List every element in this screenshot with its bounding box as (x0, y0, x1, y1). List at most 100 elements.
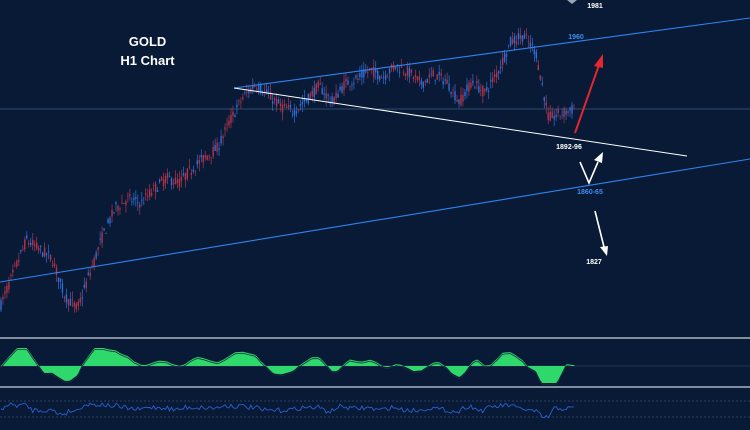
candle-body (309, 93, 311, 99)
candle-body (63, 297, 66, 299)
candle-body (472, 80, 474, 84)
candle-body (351, 84, 353, 86)
candle-body (327, 94, 329, 96)
candle-body (343, 81, 345, 91)
candle-body (186, 168, 189, 179)
candle-body (456, 100, 458, 102)
candle-body (180, 176, 183, 182)
candle-body (160, 177, 163, 181)
candle-body (0, 299, 2, 311)
candle-body (236, 104, 238, 108)
candle-body (382, 77, 385, 78)
macd-signal-line (0, 349, 575, 385)
candle-body (89, 272, 91, 276)
candle-body (369, 68, 371, 69)
candle-body (424, 80, 426, 83)
candle-body (264, 90, 266, 92)
candle-body (478, 86, 480, 93)
candle-body (462, 95, 464, 102)
candle-body (53, 263, 56, 267)
candle-body (539, 75, 541, 80)
candle-body (43, 247, 46, 257)
candle-body (69, 299, 72, 306)
candle-body (212, 146, 214, 157)
candle-body (365, 71, 367, 73)
candle-body (285, 107, 288, 108)
candle-body (57, 277, 60, 282)
candle-body (563, 108, 565, 117)
candle-body (410, 69, 413, 73)
candle-body (388, 68, 391, 74)
candle-body (488, 91, 490, 93)
candle-body (178, 178, 181, 187)
candle-body (446, 79, 448, 84)
channel-lower-line (0, 158, 750, 283)
candle-body (164, 175, 167, 184)
candle-body (73, 302, 76, 307)
candle-body (442, 81, 444, 85)
candle-body (133, 198, 135, 200)
candle-body (541, 83, 543, 85)
candle-body (317, 81, 319, 88)
candle-body (22, 248, 24, 250)
candle-body (51, 265, 54, 267)
candle-body (533, 49, 536, 55)
candle-body (135, 196, 137, 199)
candle-body (258, 84, 260, 92)
candle-body (430, 73, 432, 75)
candle-body (535, 51, 538, 59)
candle-body (335, 92, 337, 99)
candle-body (49, 254, 52, 261)
candle-body (105, 233, 107, 234)
candle-body (95, 252, 97, 259)
candle-body (109, 217, 111, 224)
candle-body (127, 195, 129, 197)
channel-upper-line (233, 17, 750, 89)
candle-body (77, 301, 80, 306)
candle-body (143, 203, 145, 205)
candle-body (123, 202, 125, 205)
candle-body (182, 173, 185, 176)
candle-body (145, 193, 147, 195)
candle-body (32, 239, 34, 246)
candle-body (436, 74, 438, 80)
candle-body (16, 260, 18, 267)
candle-body (24, 239, 26, 250)
candle-body (345, 78, 347, 82)
candle-body (561, 114, 563, 116)
candle-body (107, 219, 109, 224)
candle-body (357, 78, 359, 80)
candle-body (323, 93, 325, 95)
candle-body (244, 92, 246, 94)
candle-body (12, 269, 14, 273)
candle-body (414, 75, 417, 77)
candle-body (359, 73, 361, 77)
candle-body (71, 299, 74, 301)
candle-body (158, 179, 161, 183)
candle-body (149, 189, 151, 197)
candle-body (218, 148, 220, 150)
candle-body (511, 39, 514, 44)
level-label-1827: 1827 (586, 259, 602, 266)
candle-body (321, 88, 323, 95)
rsi-line (0, 402, 575, 419)
candle-body (299, 103, 302, 107)
candle-body (28, 242, 30, 245)
candle-body (200, 155, 202, 158)
candle-body (141, 199, 143, 201)
candle-body (315, 84, 317, 95)
candle-body (232, 111, 234, 116)
candle-body (83, 284, 85, 288)
candle-body (505, 54, 508, 57)
candle-body (319, 83, 321, 85)
candle-body (529, 42, 532, 47)
candle-body (190, 172, 193, 175)
candle-body (222, 136, 224, 139)
candle-body (450, 91, 452, 95)
candle-body (495, 72, 498, 78)
candle-body (230, 114, 232, 123)
candle-body (125, 201, 127, 206)
candle-body (571, 105, 573, 114)
candle-body (509, 36, 512, 46)
candle-body (269, 91, 272, 100)
